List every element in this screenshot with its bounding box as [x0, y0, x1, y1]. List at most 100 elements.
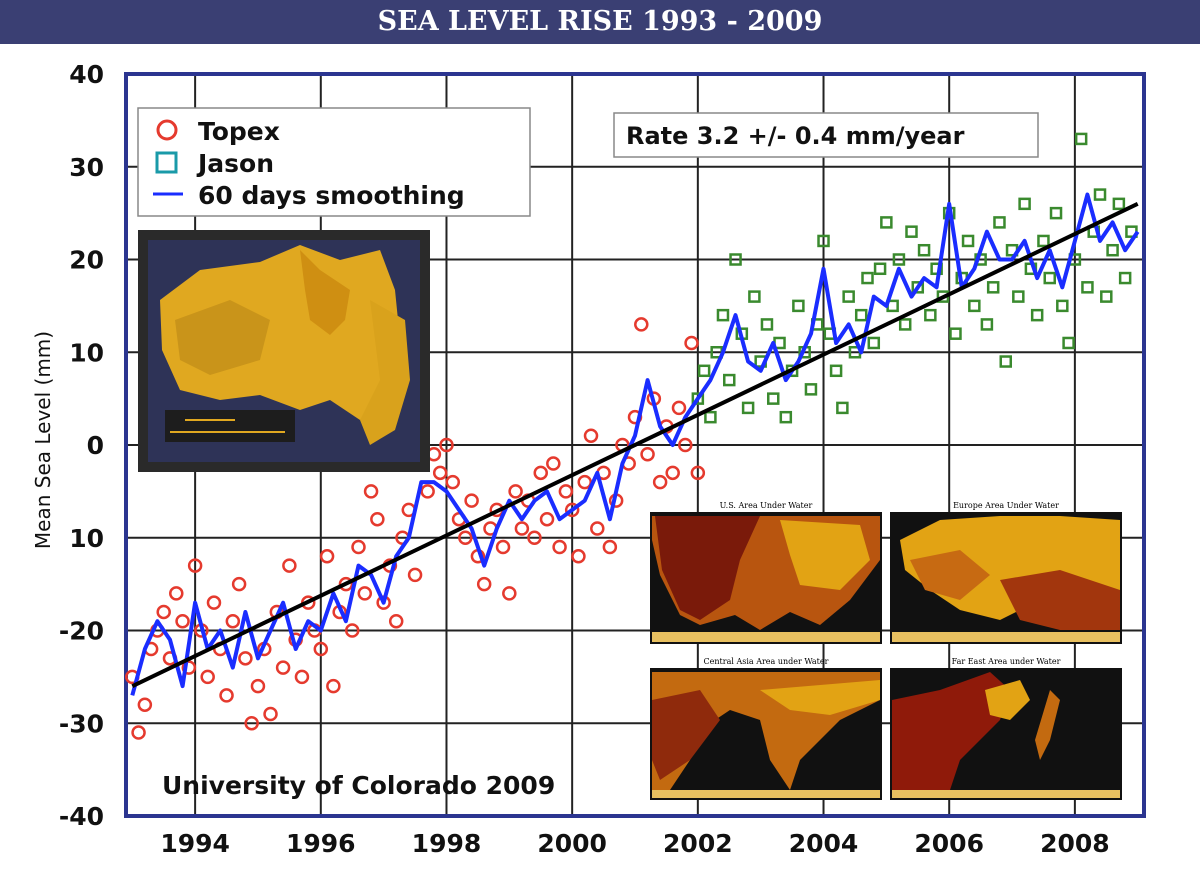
legend-topex: Topex	[198, 117, 280, 146]
topex-point	[338, 576, 354, 592]
jason-point	[1112, 197, 1126, 211]
topex-point	[420, 484, 435, 499]
topex-point	[231, 576, 247, 592]
us-area-map: U.S. Area Under Water	[650, 501, 882, 644]
topex-point	[552, 539, 567, 555]
legend-jason-marker	[155, 151, 178, 174]
australia-map	[138, 230, 430, 472]
topex-point	[244, 716, 259, 731]
y-tick-label: 10	[69, 338, 104, 367]
topex-point	[156, 604, 171, 620]
europe-area-map-label: Europe Area Under Water	[953, 501, 1059, 510]
jason-point	[1100, 290, 1113, 303]
jason-point	[1018, 197, 1031, 211]
jason-point	[691, 392, 705, 405]
jason-point	[729, 253, 742, 266]
jason-point	[1062, 336, 1075, 350]
jason-point	[1037, 234, 1050, 248]
topex-point	[388, 613, 404, 629]
far-east-map: Far East Area under Water	[890, 657, 1122, 800]
topex-point	[187, 558, 203, 573]
jason-point	[716, 308, 730, 322]
topex-point	[684, 335, 699, 351]
topex-point	[131, 725, 146, 740]
y-tick-label: 40	[69, 60, 104, 89]
x-tick-label: 2002	[663, 829, 733, 858]
jason-point	[911, 281, 925, 294]
trend-line-path	[131, 202, 1139, 688]
topex-point	[326, 678, 341, 694]
jason-point	[1081, 281, 1094, 294]
jason-point	[1049, 206, 1063, 220]
topex-point	[439, 437, 454, 453]
jason-point	[898, 318, 912, 331]
topex-point	[370, 511, 385, 527]
jason-point	[999, 355, 1013, 368]
topex-point	[464, 493, 479, 508]
topex-point	[137, 697, 153, 712]
legend-jason: Jason	[196, 149, 274, 178]
jason-point	[817, 234, 830, 248]
jason-point	[804, 383, 818, 396]
topex-point	[533, 465, 548, 481]
jason-point	[867, 336, 881, 350]
topex-point	[564, 502, 580, 518]
central-asia-map: Central Asia Area under Water	[650, 657, 882, 800]
topex-point	[319, 549, 335, 564]
y-tick-label: 0	[87, 431, 104, 460]
topex-point	[432, 465, 448, 481]
topex-point	[275, 660, 291, 675]
topex-point	[476, 576, 492, 592]
topex-point	[263, 706, 278, 722]
y-axis: 40 30 20 10 0 10 -20 -30 -40	[59, 60, 104, 831]
jason-point	[1074, 132, 1088, 146]
x-tick-label: 2000	[537, 829, 607, 858]
jason-point	[968, 299, 981, 313]
topex-point	[571, 549, 586, 564]
topex-point	[665, 465, 680, 481]
topex-point	[514, 521, 530, 536]
jason-point	[924, 308, 937, 322]
topex-point	[634, 317, 649, 332]
topex-point	[250, 678, 266, 694]
jason-point	[854, 308, 868, 322]
y-tick-label: 20	[69, 246, 104, 275]
jason-point	[961, 234, 975, 248]
plot-frame	[124, 72, 1146, 818]
chart-title: SEA LEVEL RISE 1993 - 2009	[0, 0, 1200, 44]
jason-point	[880, 216, 893, 229]
topex-point	[577, 474, 592, 490]
topex-point	[546, 456, 561, 471]
topex-point	[200, 669, 215, 685]
jason-point	[766, 392, 780, 405]
credit-label: University of Colorado 2009	[162, 771, 555, 800]
topex-point	[294, 669, 310, 685]
x-tick-label: 1996	[286, 829, 356, 858]
rate-label: Rate 3.2 +/- 0.4 mm/year	[626, 122, 965, 150]
legend-topex-marker	[156, 119, 178, 141]
topex-point	[445, 474, 461, 490]
y-tick-label: -20	[59, 617, 104, 646]
jason-point	[760, 318, 774, 331]
jason-point	[842, 290, 855, 303]
topex-point	[313, 641, 329, 657]
jason-point	[993, 216, 1006, 229]
topex-point	[678, 437, 693, 453]
legend: Topex Jason 60 days smoothing	[137, 107, 531, 217]
jason-point	[741, 401, 755, 415]
topex-point	[495, 539, 511, 555]
topex-point	[508, 484, 523, 499]
y-axis-label: Mean Sea Level (mm)	[31, 331, 55, 549]
jason-point	[861, 271, 874, 285]
topex-point	[690, 465, 706, 481]
jason-point	[704, 410, 717, 424]
jason-point	[697, 364, 711, 378]
rate-box: Rate 3.2 +/- 0.4 mm/year	[613, 112, 1039, 158]
topex-point	[206, 595, 222, 610]
topex-point	[502, 586, 517, 601]
topex-point	[169, 586, 184, 601]
topex-point	[344, 623, 360, 638]
central-asia-map-label: Central Asia Area under Water	[704, 657, 829, 666]
jason-point	[1118, 271, 1132, 285]
